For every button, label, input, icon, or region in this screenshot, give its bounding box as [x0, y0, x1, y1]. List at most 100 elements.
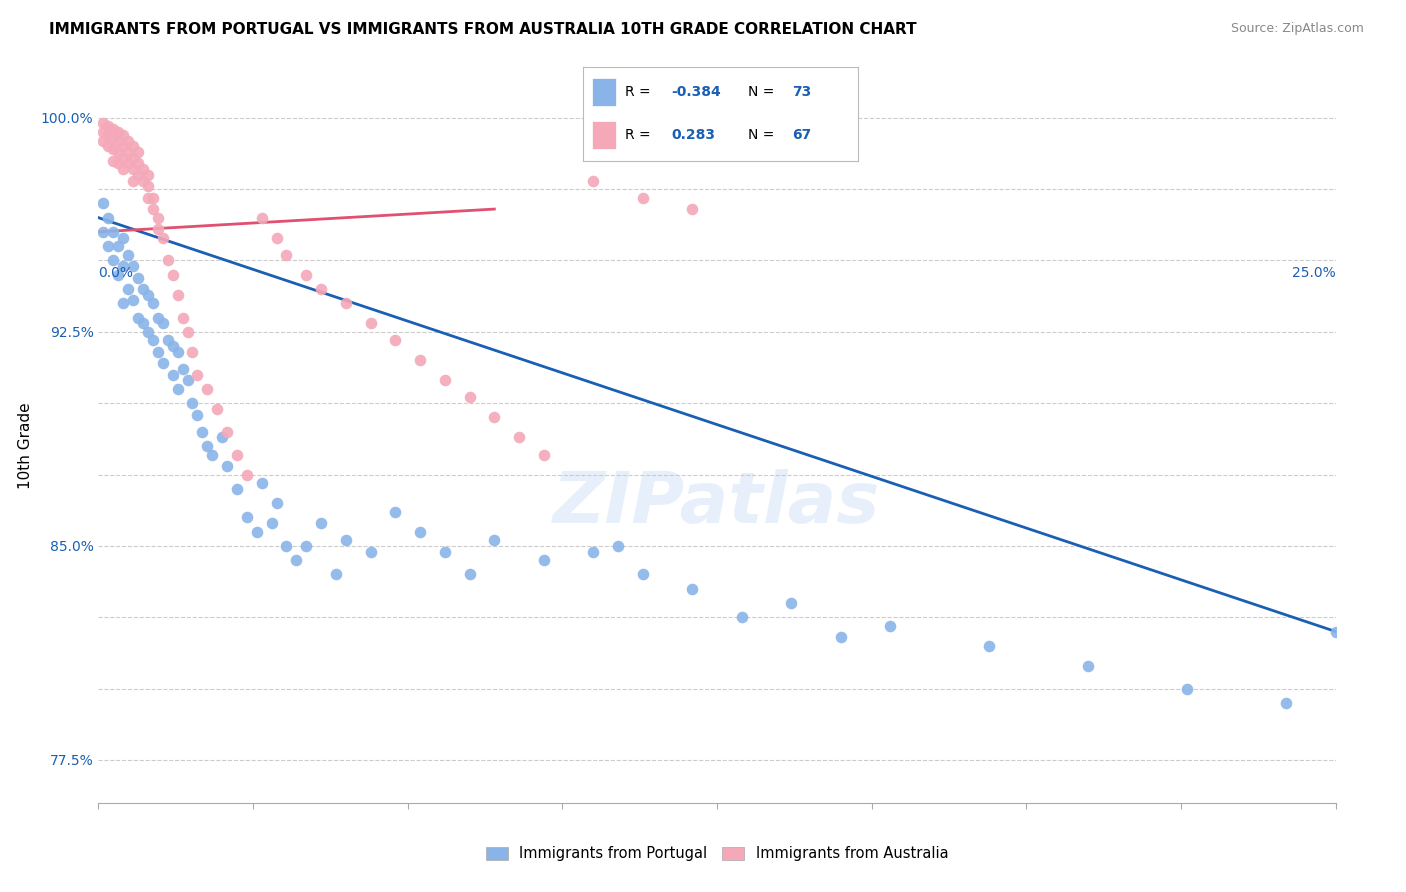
Point	[156, 334, 179, 348]
Text: R =: R =	[624, 128, 659, 142]
Point	[484, 533, 506, 548]
Point	[146, 344, 169, 359]
Point	[122, 293, 145, 308]
Point	[1175, 681, 1198, 696]
Point	[276, 539, 298, 553]
Point	[631, 567, 654, 582]
Text: 73: 73	[792, 86, 811, 99]
Point	[266, 230, 288, 244]
Point	[211, 430, 233, 444]
Point	[93, 196, 115, 211]
Point	[172, 362, 194, 376]
Point	[433, 373, 456, 387]
Point	[142, 296, 165, 310]
Point	[1324, 624, 1347, 639]
Point	[360, 544, 382, 558]
Point	[127, 270, 149, 285]
Point	[146, 211, 169, 225]
Point	[132, 162, 155, 177]
Point	[122, 151, 145, 165]
Point	[103, 130, 125, 145]
Point	[136, 168, 159, 182]
Point	[136, 179, 159, 194]
Point	[217, 425, 239, 439]
Text: Source: ZipAtlas.com: Source: ZipAtlas.com	[1230, 22, 1364, 36]
Point	[136, 325, 159, 339]
Point	[112, 259, 135, 273]
Point	[172, 310, 194, 325]
Y-axis label: 10th Grade: 10th Grade	[18, 402, 32, 490]
Point	[681, 202, 703, 216]
Point	[409, 353, 432, 368]
Text: 0.283: 0.283	[671, 128, 716, 142]
Point	[335, 533, 357, 548]
Point	[360, 316, 382, 330]
Text: 0.0%: 0.0%	[98, 266, 134, 280]
Point	[132, 173, 155, 187]
Point	[112, 151, 135, 165]
Point	[1077, 658, 1099, 673]
Point	[97, 128, 120, 142]
Point	[127, 310, 149, 325]
Point	[384, 505, 406, 519]
Point	[93, 134, 115, 148]
Point	[112, 230, 135, 244]
Bar	[592, 121, 616, 149]
Point	[97, 239, 120, 253]
Point	[122, 139, 145, 153]
Point	[166, 344, 188, 359]
Point	[117, 248, 139, 262]
Point	[979, 639, 1001, 653]
Point	[93, 125, 115, 139]
Point	[195, 382, 218, 396]
Text: ZIPatlas: ZIPatlas	[554, 468, 880, 538]
Point	[162, 339, 184, 353]
Point	[582, 173, 605, 187]
Point	[103, 122, 125, 136]
Point	[508, 430, 530, 444]
Point	[879, 619, 901, 633]
Point	[103, 253, 125, 268]
Point	[409, 524, 432, 539]
Point	[107, 125, 129, 139]
Point	[285, 553, 308, 567]
Text: 25.0%: 25.0%	[1292, 266, 1336, 280]
Point	[112, 296, 135, 310]
Point	[176, 325, 198, 339]
Point	[295, 539, 318, 553]
Point	[146, 222, 169, 236]
Point	[136, 191, 159, 205]
Point	[195, 439, 218, 453]
Point	[107, 156, 129, 170]
Point	[607, 539, 630, 553]
Point	[260, 516, 283, 530]
Point	[191, 425, 214, 439]
Bar	[592, 78, 616, 106]
Legend: Immigrants from Portugal, Immigrants from Australia: Immigrants from Portugal, Immigrants fro…	[479, 840, 955, 867]
Point	[205, 401, 228, 416]
Point	[117, 134, 139, 148]
Point	[295, 268, 318, 282]
Point	[93, 116, 115, 130]
Point	[266, 496, 288, 510]
Point	[127, 145, 149, 159]
Point	[631, 191, 654, 205]
Point	[97, 139, 120, 153]
Text: N =: N =	[748, 128, 779, 142]
Point	[107, 145, 129, 159]
Point	[132, 282, 155, 296]
Point	[201, 448, 224, 462]
Text: N =: N =	[748, 86, 779, 99]
Text: IMMIGRANTS FROM PORTUGAL VS IMMIGRANTS FROM AUSTRALIA 10TH GRADE CORRELATION CHA: IMMIGRANTS FROM PORTUGAL VS IMMIGRANTS F…	[49, 22, 917, 37]
Point	[162, 268, 184, 282]
Point	[112, 128, 135, 142]
Point	[325, 567, 347, 582]
Point	[250, 211, 273, 225]
Point	[276, 248, 298, 262]
Point	[250, 476, 273, 491]
Point	[103, 142, 125, 156]
Point	[107, 239, 129, 253]
Point	[152, 356, 174, 370]
Point	[117, 282, 139, 296]
Point	[122, 173, 145, 187]
